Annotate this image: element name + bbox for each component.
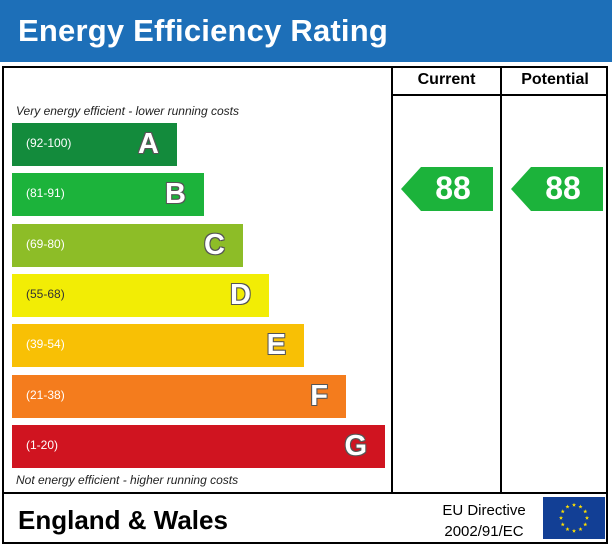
band-e: (39-54) E [12,324,304,367]
header-bar: Energy Efficiency Rating [0,0,612,62]
inefficient-note: Not energy efficient - higher running co… [16,473,239,487]
eu-star [565,504,570,509]
band-range-label: (21-38) [26,388,65,402]
eu-star [584,515,590,520]
eu-flag-stars [558,502,590,533]
eu-star [560,509,565,514]
header-row-divider [391,94,608,96]
eu-star [571,502,577,507]
band-letter-label: B [165,178,186,210]
band-a: (92-100) A [12,123,177,166]
directive-line-2: 2002/91/EC [444,523,524,540]
eu-directive-label: EU Directive 2002/91/EC [430,500,538,542]
band-d: (55-68) D [12,274,269,317]
current-column-header: Current [417,71,476,88]
band-letter-label: E [266,329,286,361]
eu-star [558,515,564,520]
divider-current [391,66,393,494]
current-arrow-shape [401,167,493,211]
eu-star [560,522,565,527]
footer-divider [2,492,608,494]
band-letter-label: A [138,128,159,160]
current-rating-value: 88 [435,170,471,206]
current-rating-arrow: 88 [401,167,493,211]
band-letter-label: F [310,380,328,412]
band-b: (81-91) B [12,173,204,216]
band-letter-label: C [204,229,225,261]
band-range-label: (1-20) [26,438,59,452]
band-range-label: (55-68) [26,287,65,301]
rating-frame [2,66,608,544]
band-range-label: (92-100) [26,136,72,150]
eu-star [583,522,588,527]
band-range-label: (39-54) [26,337,65,351]
band-range-label: (81-91) [26,186,65,200]
band-letter-label: G [344,430,367,462]
eu-star [578,527,583,532]
band-c: (69-80) C [12,224,243,267]
region-label: England & Wales [18,505,228,535]
potential-column-header: Potential [521,71,589,88]
directive-line-1: EU Directive [442,502,526,519]
eu-star [565,527,570,532]
potential-rating-value: 88 [545,170,581,206]
potential-arrow-shape [511,167,603,211]
divider-potential [500,66,502,494]
band-f: (21-38) F [12,375,346,418]
eu-star [578,504,583,509]
band-g: (1-20) G [12,425,385,468]
eu-star [583,509,588,514]
efficient-note: Very energy efficient - lower running co… [16,104,239,118]
eu-star [571,528,577,533]
band-range-label: (69-80) [26,237,65,251]
potential-rating-arrow: 88 [511,167,603,211]
eu-flag-icon [543,497,605,539]
band-letter-label: D [230,279,251,311]
page-title: Energy Efficiency Rating [18,13,389,48]
